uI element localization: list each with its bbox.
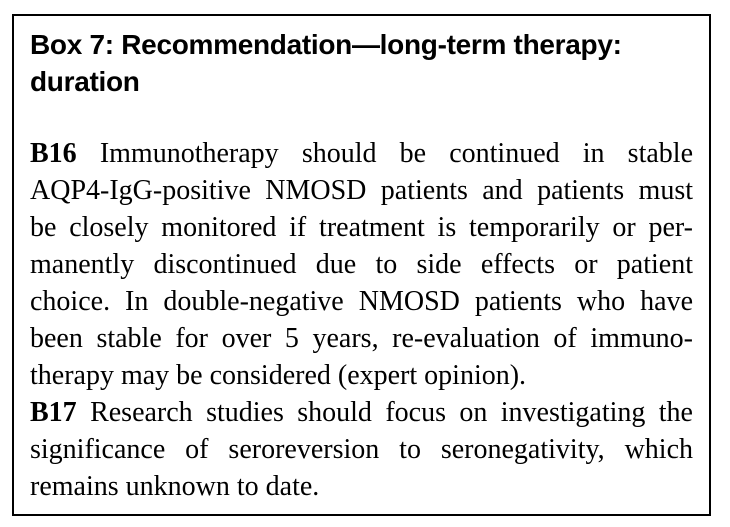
recommendation-box: Box 7: Recommendation—long-term therapy:… <box>12 14 711 516</box>
text-line: therapy may be considered (expert opinio… <box>30 360 527 391</box>
text-line: choice. In double-negative NMOSD patient… <box>30 286 693 317</box>
text-line: B17 Research studies should focus on inv… <box>30 397 693 428</box>
text-line: remains unknown to date. <box>30 471 320 502</box>
box-body: B16 Immunotherapy should be continued in… <box>30 135 693 505</box>
recommendation-label: B16 <box>30 138 77 169</box>
text-line: be closely monitored if treatment is tem… <box>30 212 693 243</box>
text-line: AQP4-IgG-positive NMOSD patients and pat… <box>30 175 693 206</box>
text-line: B16 Immunotherapy should be continued in… <box>30 138 693 169</box>
text-line: significance of seroreversion to seroneg… <box>30 434 693 465</box>
text-line: been stable for over 5 years, re-evaluat… <box>30 323 693 354</box>
text-line: manently discontinued due to side effect… <box>30 249 693 280</box>
recommendation-label: B17 <box>30 397 77 428</box>
box-title: Box 7: Recommendation—long-term therapy:… <box>30 29 622 97</box>
